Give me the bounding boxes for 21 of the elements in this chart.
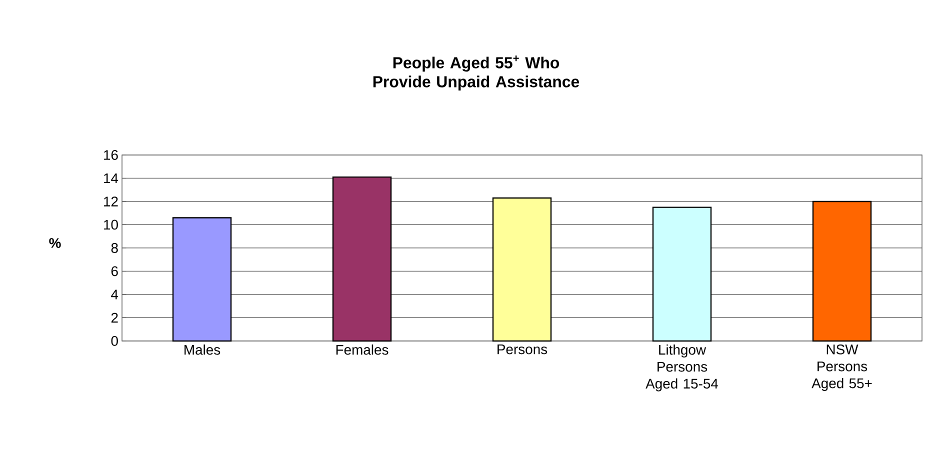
x-tick-label: Lithgow Persons Aged 15-54	[646, 344, 718, 392]
y-tick-label: 6	[111, 266, 118, 276]
bar	[812, 200, 872, 342]
bar	[492, 197, 552, 342]
x-tick-label: Males	[184, 344, 220, 355]
y-axis-title: %	[49, 238, 61, 248]
x-tick-label: Persons	[498, 344, 548, 354]
bar	[172, 217, 232, 342]
y-tick-label: 2	[111, 312, 118, 323]
y-tick-label: 16	[104, 150, 118, 160]
x-tick-label: Females	[336, 344, 388, 355]
y-tick-label: 8	[111, 243, 118, 253]
y-tick-label: 12	[104, 196, 118, 206]
x-tick-label: NSW Persons Aged 55+	[812, 344, 872, 392]
bar	[332, 176, 392, 342]
bar	[652, 206, 712, 342]
y-tick-label: 14	[104, 173, 118, 184]
y-tick-label: 0	[111, 336, 118, 346]
y-tick-label: 4	[111, 290, 118, 300]
y-tick-label: 10	[104, 220, 118, 230]
chart-title: People Aged 55$^{+}$ Who Provide Unpaid Assistance	[373, 55, 580, 91]
